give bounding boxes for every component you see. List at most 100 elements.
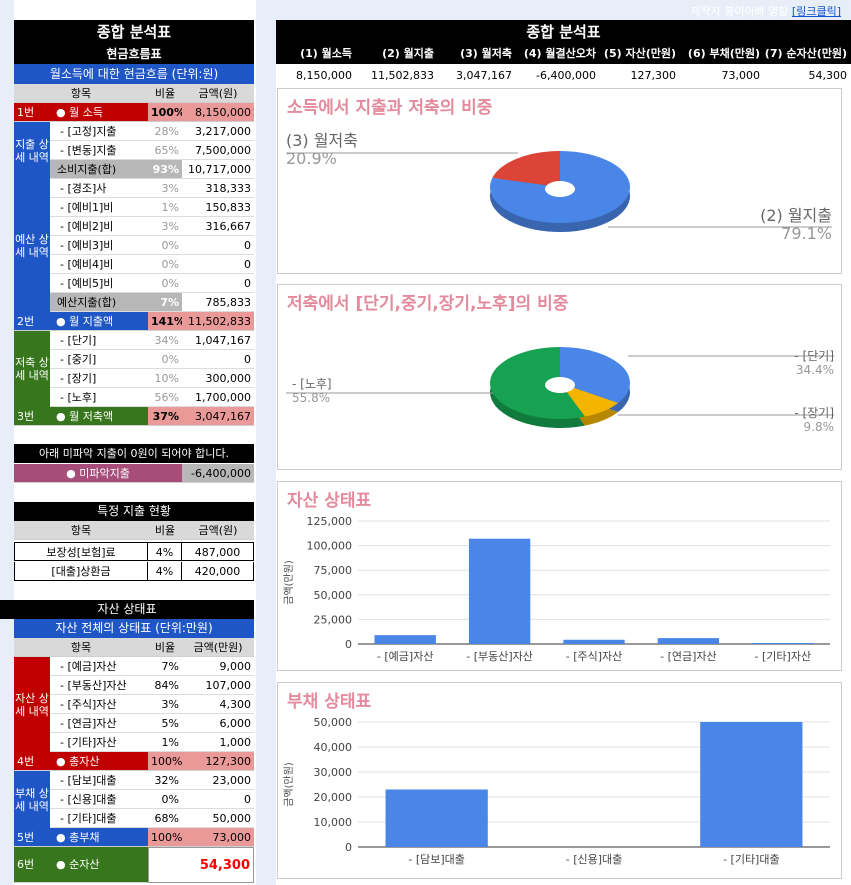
- summary-value: 11,502,833: [371, 69, 434, 82]
- row-number: 2번: [14, 312, 50, 331]
- pie-value-label: 79.1%: [781, 224, 832, 243]
- bar: [657, 638, 720, 644]
- chart-title: 저축에서 [단기,중기,장기,노후]의 비중: [287, 294, 569, 314]
- special-pct: 4%: [148, 542, 182, 561]
- y-tick-label: 10,000: [314, 816, 353, 829]
- item-amount: 1,000: [219, 736, 252, 749]
- cashflow-header: 월소득에 대한 현금흐름 (단위:원): [14, 64, 254, 84]
- asset-item: - [연금]자산 5% 6,000: [50, 714, 254, 733]
- item-name: - [노후]: [60, 391, 97, 404]
- pie-value-label: 55.8%: [292, 391, 330, 405]
- item-name: 소비지출(합): [50, 160, 148, 178]
- item-pct: 7%: [161, 660, 179, 673]
- special-amount: 420,000: [182, 562, 254, 581]
- summary-value: 54,300: [808, 69, 848, 82]
- spend-group-label: 지출 상세 내역: [14, 122, 50, 179]
- item-name: - [기타]자산: [60, 736, 117, 749]
- summary-value: 127,300: [630, 69, 677, 82]
- item-name: - [예비1]비: [60, 201, 114, 214]
- item-name: - [예비4]비: [60, 258, 114, 271]
- item-pct: 0%: [161, 353, 179, 366]
- item-amount: 0: [244, 353, 251, 366]
- savings-split-pie: - [단기]34.4% - [장기]9.8% - [노후]55.8%: [286, 347, 834, 434]
- y-tick-label: 25,000: [314, 613, 353, 626]
- cashflow-subtitle: 현금흐름표: [14, 44, 254, 64]
- asset-total-pct: 100%: [148, 752, 182, 771]
- unknown-amount: -6,400,000: [182, 464, 254, 483]
- save-total-amount: 3,047,167: [182, 407, 254, 426]
- asset-item: - [예금]자산 7% 9,000: [50, 657, 254, 676]
- item-pct: 56%: [154, 391, 179, 404]
- asset-bars: 0 25,000 50,000 75,000 100,000 125,000 - [예금]자…: [283, 515, 830, 663]
- column-amount: 금액(만원): [182, 638, 254, 657]
- spend-item: - [변동]지출 65% 7,500,000: [50, 141, 254, 160]
- item-pct: 0%: [161, 239, 179, 252]
- pie-slice: [492, 151, 560, 187]
- pie-hole: [545, 377, 575, 393]
- x-tick-label: - [주식]자산: [566, 650, 623, 663]
- summary-value: 73,000: [721, 69, 761, 82]
- summary-label: (2) 월지출: [382, 47, 434, 60]
- pie-label: - [노후]: [292, 377, 332, 391]
- bar: [700, 722, 803, 847]
- net-assets-label: ● 순자산: [50, 847, 148, 883]
- column-item: 항목: [14, 638, 148, 657]
- special-row: 보장성[보험]료 4% 487,000: [14, 542, 254, 561]
- budget-item: - [경조]사 3% 318,333: [50, 179, 254, 198]
- row-number: 5번: [14, 828, 50, 847]
- asset-group-label: 자산 상세 내역: [14, 657, 50, 752]
- unknown-row: ● 미파악지출 -6,400,000: [14, 464, 254, 483]
- credit-link[interactable]: [링크클릭]: [791, 5, 841, 18]
- chart-title: 자산 상태표: [287, 491, 372, 511]
- item-name: - [예금]자산: [60, 660, 117, 673]
- item-pct: 84%: [154, 679, 179, 692]
- item-amount: 1,700,000: [195, 391, 251, 404]
- column-item: 항목: [14, 521, 148, 540]
- debt-bar-chart: 부채 상태표 0 10,000 20,000 30,000 40,000 50,000 - …: [277, 682, 842, 879]
- budget-item: - [예비1]비 1% 150,833: [50, 198, 254, 217]
- item-amount: 9,000: [219, 660, 252, 673]
- bar: [385, 789, 488, 847]
- item-pct: 0%: [161, 793, 179, 806]
- summary-label: (6) 부채(만원): [687, 47, 760, 60]
- x-tick-label: - [신용]대출: [566, 853, 623, 866]
- item-amount: 107,000: [205, 679, 252, 692]
- item-pct: 1%: [161, 736, 179, 749]
- item-name: - [단기]: [60, 334, 97, 347]
- item-amount: 0: [244, 793, 251, 806]
- debt-total-row: 5번 ● 총부채 100% 73,000: [14, 828, 254, 847]
- item-name: - [기타]대출: [60, 812, 117, 825]
- pie-slice: [560, 383, 619, 417]
- spend-sum-row: 소비지출(합) 93% 10,717,000: [50, 160, 254, 179]
- item-name: - [연금]자산: [60, 717, 117, 730]
- item-pct: 34%: [154, 334, 179, 347]
- summary-label: (7) 순자산(만원): [764, 47, 847, 60]
- summary-labels: (1) 월소득 (2) 월지출 (3) 월저축 (4) 월결산오차 (5) 자산…: [276, 44, 851, 64]
- debt-total-label: ● 총부채: [50, 828, 148, 847]
- y-tick-label: 75,000: [314, 564, 353, 577]
- save-item: - [중기] 0% 0: [50, 350, 254, 369]
- special-pct: 4%: [148, 562, 182, 581]
- item-name: 예산지출(합): [50, 293, 148, 311]
- y-tick-label: 40,000: [314, 741, 353, 754]
- item-pct: 3%: [161, 698, 179, 711]
- row-number: 1번: [14, 103, 50, 122]
- special-amount: 487,000: [182, 542, 254, 561]
- x-tick-label: - [연금]자산: [660, 650, 717, 663]
- bar: [752, 643, 814, 644]
- pie-value-label: 20.9%: [286, 149, 337, 168]
- item-pct: 32%: [154, 774, 179, 787]
- save-item: - [노후] 56% 1,700,000: [50, 388, 254, 407]
- pie-label: (3) 월저축: [286, 131, 358, 150]
- chart-title: 소득에서 지출과 저축의 비중: [287, 98, 493, 118]
- summary-label: (1) 월소득: [300, 47, 352, 60]
- item-pct: 7%: [148, 293, 182, 311]
- row-number: 4번: [14, 752, 50, 771]
- item-name: - [경조]사: [60, 182, 107, 195]
- y-axis-label: 금액(만원): [283, 762, 295, 807]
- pie-slice: [560, 347, 630, 404]
- summary-values: 8,150,000 11,502,833 3,047,167 -6,400,00…: [276, 66, 851, 84]
- column-ratio: 비율: [148, 638, 182, 657]
